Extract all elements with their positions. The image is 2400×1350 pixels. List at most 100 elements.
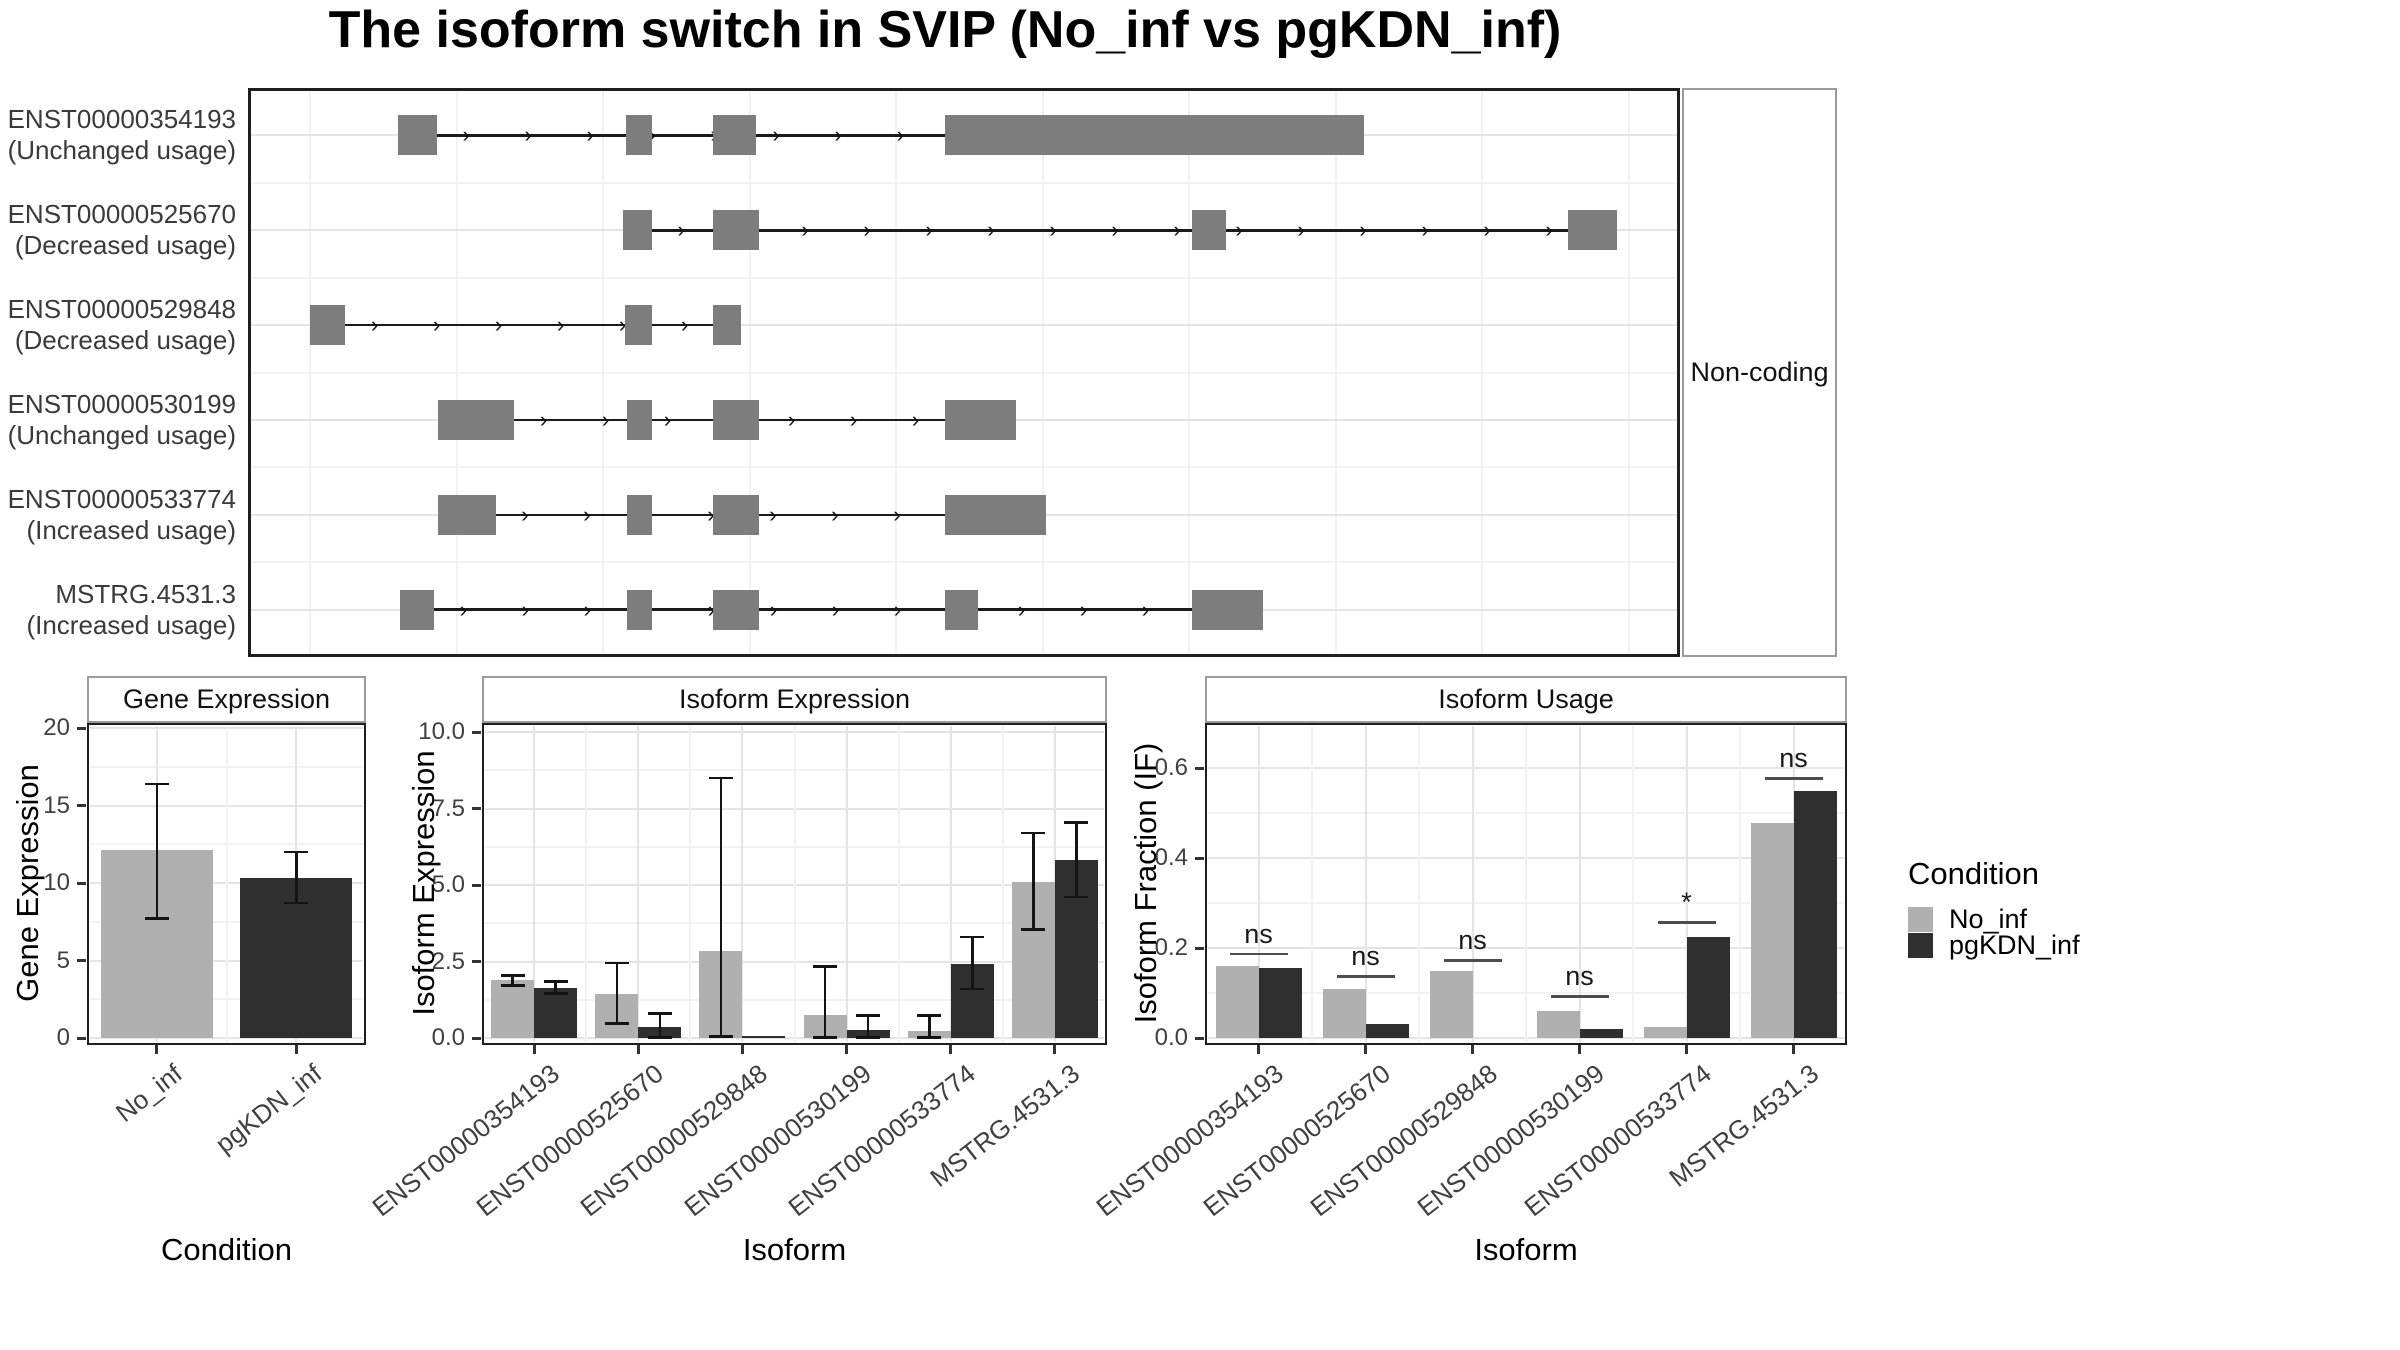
figure-title: The isoform switch in SVIP (No_inf vs pg… — [328, 1, 1562, 59]
intron-arrow-icon: › — [863, 217, 871, 243]
error-bar-cap — [144, 782, 169, 786]
error-bar — [554, 981, 557, 994]
gridline-vertical — [1471, 726, 1474, 1042]
significance-label: ns — [1779, 743, 1808, 773]
intron-arrow-icon: › — [583, 596, 591, 622]
error-bar-cap — [1021, 831, 1046, 835]
exon-box — [624, 305, 652, 346]
y-tick-mark — [472, 1036, 481, 1040]
error-bar-cap — [1021, 928, 1046, 931]
transcript-id: ENST00000529848 — [7, 294, 236, 325]
exon-box — [713, 589, 760, 630]
intron-arrow-icon: › — [459, 596, 467, 622]
x-tick-mark — [532, 1045, 536, 1054]
intron-arrow-icon: › — [1017, 596, 1026, 622]
y-axis-title: Isoform Fraction (IF) — [1128, 742, 1163, 1024]
error-bar-cap — [960, 987, 985, 991]
y-tick-label: 0.6 — [1154, 754, 1188, 781]
y-tick-mark — [77, 881, 86, 885]
intron-arrow-icon: › — [769, 501, 777, 527]
intron-line — [434, 608, 1192, 611]
gridline-vertical — [897, 726, 900, 1042]
bar — [1365, 1023, 1409, 1038]
y-tick-mark — [1195, 766, 1204, 770]
intron-arrow-icon: › — [1141, 596, 1150, 622]
bar — [1322, 988, 1366, 1038]
bar — [1793, 790, 1837, 1038]
y-tick-mark — [77, 1036, 86, 1040]
x-tick-label: ENST00000354193 — [1090, 1058, 1289, 1223]
error-bar-cap — [1064, 895, 1089, 899]
intron-arrow-icon: › — [787, 406, 796, 432]
panel-strip-0: Gene Expression — [87, 676, 366, 723]
error-bar-cap — [708, 1035, 733, 1038]
exon-box — [713, 115, 757, 156]
x-tick-mark — [636, 1045, 640, 1054]
bar — [1429, 970, 1473, 1038]
y-tick-label: 0.0 — [431, 1024, 465, 1051]
gridline-vertical — [1364, 726, 1367, 1042]
intron-arrow-icon: › — [680, 312, 689, 338]
intron-arrow-icon: › — [834, 122, 842, 148]
panel-strip-title: Isoform Expression — [678, 684, 911, 714]
gridline-vertical — [1578, 726, 1581, 1042]
gridline-vertical — [1311, 726, 1313, 1042]
exon-box — [713, 305, 741, 346]
x-axis-title: Condition — [161, 1232, 292, 1267]
error-bar-cap — [1064, 821, 1089, 824]
legend-item-label: No_inf — [1949, 903, 2028, 934]
intron-arrow-icon: › — [911, 406, 920, 432]
transcript-label: MSTRG.4531.3 (Increased usage) — [0, 579, 236, 641]
error-bar-cap — [543, 980, 568, 983]
intron-arrow-icon: › — [893, 501, 901, 527]
y-tick-mark — [472, 883, 481, 887]
x-tick-label: ENST00000529848 — [1304, 1058, 1503, 1223]
x-tick-mark — [845, 1045, 849, 1054]
error-bar-cap — [856, 1014, 881, 1017]
error-bar-cap — [284, 901, 309, 905]
intron-arrow-icon: › — [896, 122, 904, 148]
intron-arrow-icon: › — [1079, 596, 1088, 622]
intron-arrow-icon: › — [1173, 217, 1181, 243]
gridline-horizontal — [251, 276, 1677, 279]
intron-line — [437, 134, 946, 137]
y-tick-mark — [77, 804, 86, 807]
gridline-vertical — [1418, 726, 1420, 1042]
significance-line — [1657, 921, 1716, 924]
exon-box — [945, 115, 1364, 156]
gridline-vertical — [225, 726, 228, 1042]
x-tick-mark — [1364, 1045, 1367, 1054]
gridline-vertical — [949, 726, 952, 1042]
intron-arrow-icon: › — [1297, 217, 1305, 243]
transcript-id: ENST00000525670 — [7, 199, 236, 230]
y-tick-label: 10.0 — [418, 718, 465, 745]
y-tick-label: 0 — [56, 1024, 70, 1051]
error-bar-cap — [284, 850, 309, 854]
intron-arrow-icon: › — [494, 312, 503, 338]
y-tick-mark — [472, 807, 481, 810]
y-tick-mark — [1195, 1036, 1204, 1040]
error-bar-cap — [917, 1036, 942, 1039]
bar — [1643, 1026, 1687, 1038]
intron-arrow-icon: › — [1545, 217, 1553, 243]
exon-box — [945, 399, 1016, 440]
transcript-id: ENST00000530199 — [7, 388, 236, 419]
intron-arrow-icon: › — [831, 501, 839, 527]
intron-arrow-icon: › — [586, 122, 594, 148]
transcript-usage-label: (Unchanged usage) — [7, 135, 236, 166]
intron-arrow-icon: › — [831, 596, 840, 622]
intron-arrow-icon: › — [521, 596, 529, 622]
condition-legend: Condition No_inf pgKDN_inf — [1908, 856, 2080, 960]
intron-arrow-icon: › — [539, 406, 548, 432]
gridline-vertical — [793, 726, 796, 1042]
legend-item-label: pgKDN_inf — [1949, 929, 2080, 960]
gridline-vertical — [1632, 726, 1634, 1042]
intron-arrow-icon: › — [1421, 217, 1429, 243]
error-bar-cap — [144, 917, 169, 920]
gridline-vertical — [585, 726, 588, 1042]
significance-label: ns — [1565, 961, 1594, 992]
transcript-label: ENST00000354193 (Unchanged usage) — [0, 104, 236, 166]
y-tick-label: 0.0 — [1154, 1024, 1188, 1051]
intron-arrow-icon: › — [370, 312, 379, 338]
error-bar — [823, 966, 827, 1038]
